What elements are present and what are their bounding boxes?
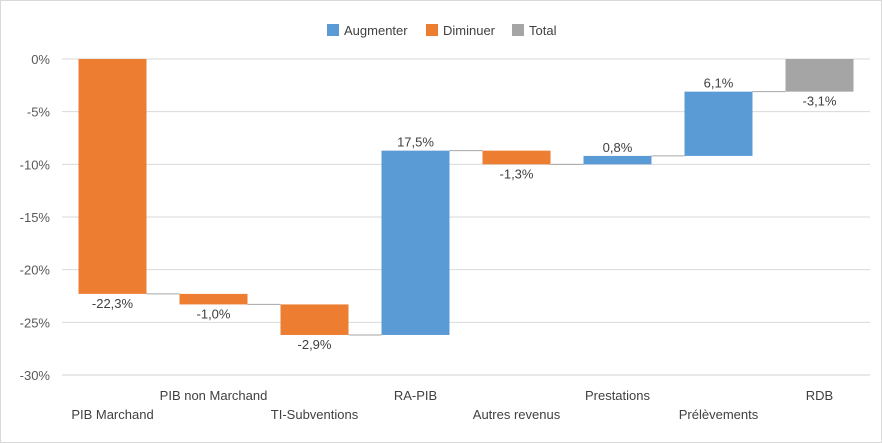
legend-label-increase: Augmenter [344, 23, 408, 38]
legend: Augmenter Diminuer Total [327, 23, 557, 38]
data-label: 6,1% [704, 76, 734, 91]
y-tick-label: -30% [20, 368, 51, 383]
bar-increase [381, 150, 450, 335]
bar-increase [684, 91, 753, 156]
category-label: TI-Subventions [271, 407, 359, 422]
y-tick-label: -25% [20, 315, 51, 330]
y-tick-label: -20% [20, 263, 51, 278]
category-label: RA-PIB [394, 388, 437, 403]
bar-total [785, 59, 854, 92]
y-tick-label: 0% [31, 52, 50, 67]
legend-label-total: Total [529, 23, 557, 38]
data-label: -22,3% [92, 296, 134, 311]
y-tick-label: -5% [27, 105, 51, 120]
data-label: 17,5% [397, 135, 434, 150]
bar-decrease [179, 293, 248, 305]
bars [78, 59, 854, 335]
y-axis-tick-labels: 0% -5% -10% -15% -20% -25% -30% [20, 52, 51, 383]
category-label: Autres revenus [473, 407, 561, 422]
data-label: -1,0% [197, 306, 231, 321]
data-label: -2,9% [298, 337, 332, 352]
bar-decrease [280, 304, 349, 335]
category-label: PIB non Marchand [160, 388, 268, 403]
legend-label-decrease: Diminuer [443, 23, 496, 38]
connector-lines [146, 91, 786, 336]
data-label: -3,1% [803, 94, 837, 109]
bar-decrease [78, 59, 147, 294]
category-label: Prélèvements [679, 407, 759, 422]
data-labels: -22,3% -1,0% -2,9% 17,5% -1,3% 0,8% 6,1% -3,1% [92, 76, 837, 352]
y-tick-label: -10% [20, 157, 51, 172]
legend-swatch-total [512, 24, 524, 36]
x-axis-category-labels: PIB Marchand PIB non MarchandTI-Subventio… [71, 388, 833, 422]
category-label: PIB Marchand [71, 407, 153, 422]
data-label: 0,8% [603, 140, 633, 155]
bar-increase [583, 155, 652, 165]
data-label: -1,3% [500, 166, 534, 181]
legend-swatch-increase [327, 24, 339, 36]
category-label: Prestations [585, 388, 651, 403]
legend-swatch-decrease [426, 24, 438, 36]
bar-decrease [482, 150, 551, 165]
category-label: RDB [806, 388, 833, 403]
y-tick-label: -15% [20, 210, 51, 225]
